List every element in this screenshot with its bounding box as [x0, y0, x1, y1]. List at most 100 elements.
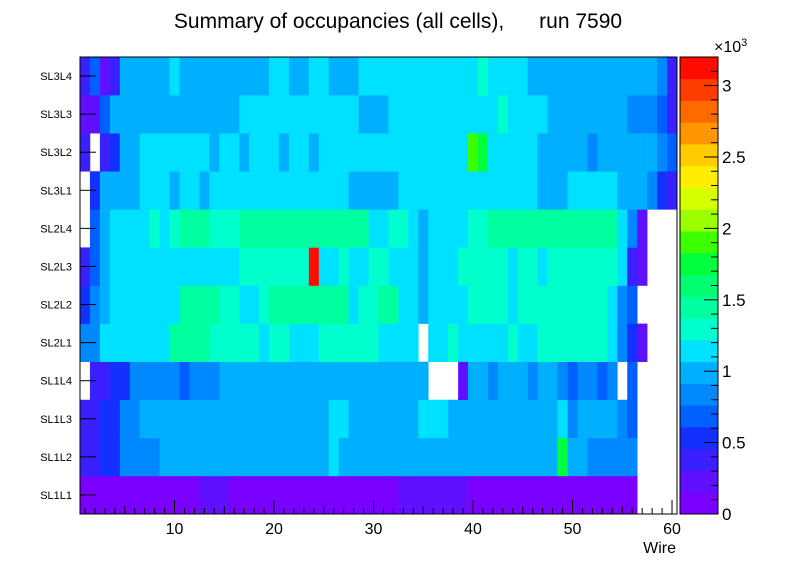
heatmap-cell	[398, 133, 469, 172]
heatmap-cell	[109, 209, 150, 248]
heatmap-cell	[428, 95, 499, 134]
heatmap-cell	[537, 133, 588, 172]
heatmap-cell	[517, 247, 538, 286]
heatmap-cell	[318, 247, 339, 286]
heatmap-cell	[378, 285, 399, 324]
heatmap-cell	[179, 361, 190, 401]
heatmap-cell	[129, 133, 140, 172]
heatmap-cell	[338, 437, 409, 477]
heatmap-cell	[328, 361, 429, 401]
heatmap-cell	[627, 285, 638, 324]
heatmap-cell	[109, 247, 121, 286]
heatmap-cell	[617, 171, 638, 210]
y-tick-label: SL3L3	[40, 109, 72, 121]
heatmap-cell	[109, 95, 240, 134]
z-tick-label: 2	[722, 219, 731, 238]
heatmap-cell	[169, 171, 180, 210]
heatmap-cell	[388, 209, 409, 248]
heatmap-cell	[279, 171, 339, 210]
z-axis: 0 0.5 1 1.5 2 2.5 3	[704, 56, 746, 524]
heatmap-cell	[667, 171, 678, 210]
heatmap-cell	[239, 209, 369, 248]
z-axis-exponent-power: 3	[741, 37, 747, 49]
heatmap-cell	[129, 361, 140, 401]
y-tick-label: SL2L3	[40, 261, 72, 273]
heatmap-cell	[159, 133, 190, 172]
heatmap-cell	[298, 399, 320, 439]
heatmap-cell	[458, 323, 509, 362]
heatmap-cell	[279, 95, 359, 134]
heatmap-cell	[239, 95, 280, 134]
heatmap-cell	[527, 399, 558, 439]
heatmap-cell	[99, 133, 111, 172]
heatmap-cell	[358, 133, 389, 172]
heatmap-cell	[617, 399, 628, 439]
heatmap-cell	[338, 247, 349, 286]
heatmap-cell	[189, 361, 210, 401]
heatmap-cell	[408, 437, 548, 477]
heatmap-cell	[497, 361, 509, 401]
heatmap-cell	[219, 57, 240, 96]
heatmap-cell	[667, 95, 678, 134]
heatmap-cell	[99, 323, 170, 362]
x-tick-label: 30	[365, 521, 383, 538]
heatmap-cell	[99, 247, 111, 286]
heatmap-cell	[428, 323, 449, 362]
heatmap-cell	[249, 133, 280, 172]
heatmap-cell	[109, 57, 121, 96]
heatmap-cell	[617, 285, 628, 324]
heatmap-cell	[557, 437, 568, 477]
heatmap-cell	[149, 209, 160, 248]
heatmap-cell	[99, 57, 111, 96]
heatmap-cell	[627, 209, 638, 248]
heatmap-cell	[597, 133, 608, 172]
heatmap-cell	[328, 437, 339, 477]
heatmap-cell	[408, 209, 419, 248]
heatmap-cell	[448, 323, 459, 362]
x-tick-label: 20	[265, 521, 283, 538]
heatmap-cell	[328, 399, 349, 439]
heatmap-cell	[487, 171, 538, 210]
palette-swatch	[680, 426, 718, 450]
heatmap-cell	[487, 57, 529, 96]
heatmap-cell	[607, 323, 618, 362]
heatmap-cell	[179, 285, 220, 324]
heatmap-cell	[139, 361, 180, 401]
heatmap-cell	[99, 399, 121, 439]
heatmap-cell	[607, 133, 648, 172]
x-axis: 10 20 30 40 50 60	[84, 500, 681, 538]
heatmap-cell	[418, 247, 429, 286]
heatmap-cell	[468, 209, 489, 248]
heatmap-cell	[537, 361, 558, 401]
heatmap-cell	[478, 171, 489, 210]
heatmap-cell	[119, 57, 170, 96]
x-tick-label: 50	[564, 521, 582, 538]
heatmap-cell	[99, 171, 111, 210]
palette-swatch	[680, 187, 718, 210]
heatmap-cell	[517, 133, 538, 172]
heatmap-cell	[129, 285, 180, 324]
heatmap-cell	[288, 323, 320, 362]
palette-swatch	[680, 470, 718, 493]
heatmap-cell	[199, 171, 210, 210]
heatmap-cell	[537, 171, 548, 210]
heatmap-cell	[617, 323, 628, 362]
heatmap-cell	[119, 171, 131, 210]
heatmap-cell	[239, 247, 300, 286]
heatmap-cell	[527, 361, 538, 401]
palette-swatch	[680, 448, 718, 471]
heatmap-cell	[388, 133, 399, 172]
heatmap-cell	[159, 209, 170, 248]
y-tick-label: SL2L4	[40, 223, 72, 235]
z-tick-label: 1.5	[722, 291, 746, 310]
heatmap-cell	[269, 285, 349, 324]
heatmap-cell	[607, 285, 618, 324]
palette-swatch	[680, 144, 718, 167]
heatmap-cell	[637, 323, 648, 362]
heatmap-cell	[428, 285, 469, 324]
heatmap-cell	[308, 133, 320, 172]
heatmap-cell	[398, 285, 419, 324]
heatmap-cell	[139, 133, 160, 172]
heatmap-cell	[537, 323, 608, 362]
heatmap-cell	[159, 437, 330, 477]
